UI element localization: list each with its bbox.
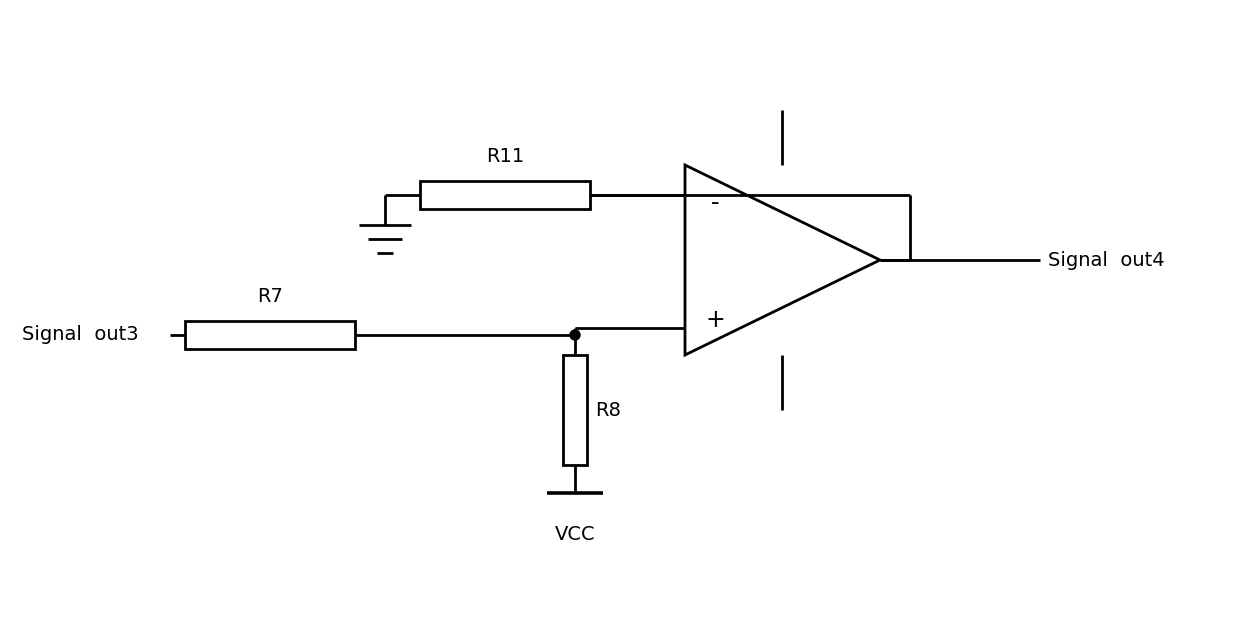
Text: +: + (706, 308, 725, 332)
Text: Signal  out4: Signal out4 (1048, 250, 1164, 270)
Bar (420, 181, 590, 209)
Text: VCC: VCC (554, 525, 595, 544)
Text: R11: R11 (486, 148, 525, 166)
Text: R7: R7 (257, 288, 283, 307)
Text: -: - (711, 191, 719, 215)
Text: Signal  out3: Signal out3 (22, 325, 139, 345)
Bar (563, 355, 587, 465)
Circle shape (570, 330, 580, 340)
Bar (185, 321, 355, 349)
Text: R8: R8 (595, 401, 621, 420)
